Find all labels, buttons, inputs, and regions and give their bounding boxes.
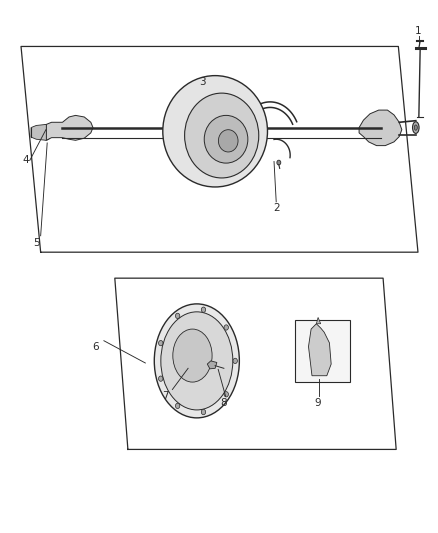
Text: 6: 6	[92, 342, 98, 352]
Ellipse shape	[175, 313, 180, 319]
Polygon shape	[46, 115, 93, 140]
Text: 4: 4	[22, 156, 28, 165]
Ellipse shape	[276, 160, 280, 165]
Bar	[294, 319, 350, 382]
Ellipse shape	[201, 307, 205, 312]
Ellipse shape	[175, 403, 180, 408]
Ellipse shape	[43, 127, 49, 138]
Polygon shape	[207, 361, 216, 369]
Ellipse shape	[223, 325, 228, 330]
Polygon shape	[316, 317, 320, 324]
Text: 8: 8	[220, 398, 226, 408]
Polygon shape	[31, 124, 46, 140]
Text: 7: 7	[161, 391, 168, 401]
Ellipse shape	[218, 130, 237, 152]
Ellipse shape	[160, 312, 232, 410]
Ellipse shape	[158, 376, 162, 381]
Ellipse shape	[162, 76, 267, 187]
Ellipse shape	[233, 358, 237, 364]
Polygon shape	[308, 324, 330, 376]
Ellipse shape	[184, 93, 258, 178]
Text: 2: 2	[272, 203, 279, 213]
Text: 1: 1	[414, 26, 420, 36]
Ellipse shape	[42, 125, 51, 140]
Ellipse shape	[413, 125, 417, 130]
Text: 9: 9	[314, 398, 320, 408]
Ellipse shape	[173, 329, 212, 382]
Text: 5: 5	[33, 238, 39, 248]
Ellipse shape	[158, 341, 162, 346]
Ellipse shape	[154, 304, 239, 418]
Polygon shape	[358, 110, 401, 146]
Ellipse shape	[45, 130, 48, 135]
Text: 3: 3	[198, 77, 205, 87]
Ellipse shape	[412, 122, 418, 133]
Ellipse shape	[223, 392, 228, 397]
Ellipse shape	[201, 409, 205, 415]
Ellipse shape	[204, 115, 247, 163]
